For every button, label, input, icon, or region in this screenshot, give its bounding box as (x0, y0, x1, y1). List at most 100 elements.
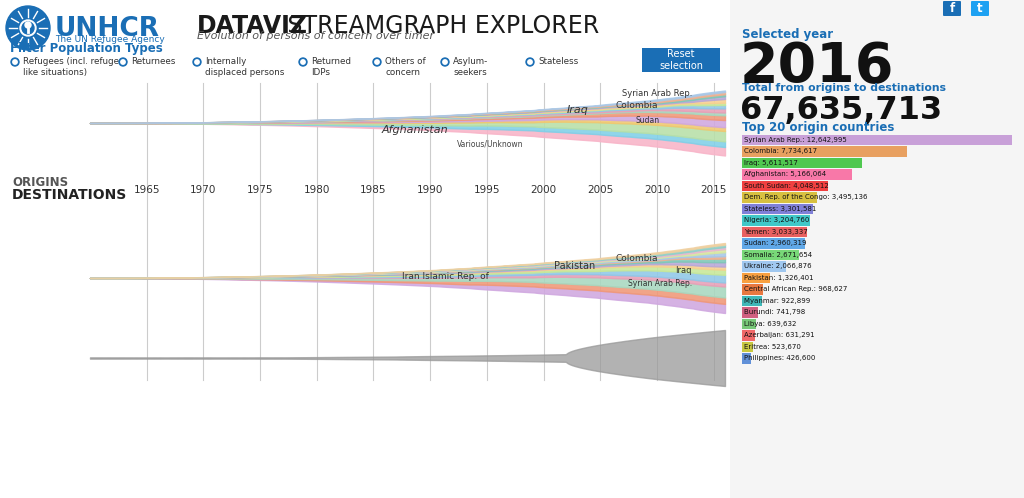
Text: Reset
selection: Reset selection (659, 49, 703, 71)
Text: Selected year: Selected year (742, 28, 834, 41)
Text: Libya: 639,632: Libya: 639,632 (744, 321, 797, 327)
Circle shape (11, 58, 19, 66)
Text: Myanmar: 922,899: Myanmar: 922,899 (744, 298, 810, 304)
Circle shape (301, 60, 305, 64)
Circle shape (299, 58, 307, 66)
Bar (742, 227, 807, 238)
Text: Colombia: Colombia (615, 101, 658, 110)
FancyBboxPatch shape (971, 1, 989, 16)
Text: Ukraine: 2,066,876: Ukraine: 2,066,876 (744, 263, 812, 269)
Text: ORIGINS: ORIGINS (12, 175, 69, 189)
Text: 2000: 2000 (530, 185, 557, 195)
Text: Philippines: 426,600: Philippines: 426,600 (744, 356, 815, 362)
Circle shape (373, 58, 381, 66)
Bar (742, 307, 758, 318)
Text: Top 20 origin countries: Top 20 origin countries (742, 121, 894, 134)
Circle shape (375, 60, 379, 64)
Circle shape (20, 20, 36, 36)
Text: 1995: 1995 (474, 185, 500, 195)
Text: Stateless: 3,301,581: Stateless: 3,301,581 (744, 206, 816, 212)
Text: Pakistan: Pakistan (554, 261, 596, 271)
Circle shape (12, 60, 17, 64)
Circle shape (441, 58, 449, 66)
Text: 2016: 2016 (740, 40, 895, 94)
Text: t: t (977, 2, 983, 15)
Text: Azerbaijan: 631,291: Azerbaijan: 631,291 (744, 333, 815, 339)
Text: Syrian Arab Rep.: Syrian Arab Rep. (622, 89, 692, 98)
Bar (742, 273, 770, 283)
Text: Others of
concern: Others of concern (385, 57, 426, 77)
Bar (742, 181, 828, 191)
Text: 2005: 2005 (587, 185, 613, 195)
Text: DESTINATIONS: DESTINATIONS (12, 188, 127, 202)
Text: 1970: 1970 (190, 185, 217, 195)
Bar (742, 239, 805, 249)
Bar (742, 146, 907, 157)
Bar (742, 192, 817, 203)
Text: STREAMGRAPH EXPLORER: STREAMGRAPH EXPLORER (280, 14, 599, 38)
Bar (742, 158, 862, 168)
Text: South Sudan: 4,048,512: South Sudan: 4,048,512 (744, 183, 828, 189)
Circle shape (193, 58, 201, 66)
Text: Syrian Arab Rep.: Syrian Arab Rep. (628, 278, 692, 287)
Bar (742, 135, 1012, 145)
Text: 2015: 2015 (700, 185, 727, 195)
Text: Colombia: 7,734,617: Colombia: 7,734,617 (744, 148, 817, 154)
Text: Total from origins to destinations: Total from origins to destinations (742, 83, 946, 93)
Bar (642, 48, 720, 72)
Circle shape (6, 6, 50, 50)
FancyBboxPatch shape (943, 1, 961, 16)
Bar (742, 261, 786, 272)
Text: 1980: 1980 (303, 185, 330, 195)
Bar (742, 250, 799, 260)
Text: Iran Islamic Rep. of: Iran Islamic Rep. of (401, 271, 488, 280)
Text: Pakistan: 1,326,401: Pakistan: 1,326,401 (744, 275, 814, 281)
Text: Refugees (incl. refugee-
like situations): Refugees (incl. refugee- like situations… (23, 57, 128, 77)
Text: 1985: 1985 (360, 185, 387, 195)
Circle shape (442, 60, 447, 64)
Text: Eritrea: 523,670: Eritrea: 523,670 (744, 344, 801, 350)
Text: Iraq: 5,611,517: Iraq: 5,611,517 (744, 160, 798, 166)
Bar (742, 319, 756, 329)
Bar (742, 204, 812, 214)
Bar (742, 330, 756, 341)
Text: Colombia: Colombia (615, 253, 658, 262)
Circle shape (195, 60, 200, 64)
Bar (742, 215, 810, 226)
Circle shape (25, 22, 31, 28)
Text: Filter Population Types: Filter Population Types (10, 42, 163, 55)
Text: Returnees: Returnees (131, 57, 175, 66)
Text: Sudan: 2,960,319: Sudan: 2,960,319 (744, 241, 807, 247)
Text: Asylum-
seekers: Asylum- seekers (453, 57, 488, 77)
Text: f: f (949, 2, 954, 15)
Text: The UN Refugee Agency: The UN Refugee Agency (55, 35, 165, 44)
Text: UNHCR: UNHCR (55, 16, 160, 42)
Text: Somalia: 2,671,654: Somalia: 2,671,654 (744, 252, 812, 258)
Text: Dem. Rep. of the Congo: 3,495,136: Dem. Rep. of the Congo: 3,495,136 (744, 194, 867, 201)
Text: Afghanistan: 5,166,064: Afghanistan: 5,166,064 (744, 171, 826, 177)
Circle shape (527, 60, 532, 64)
Text: Yemen: 3,033,337: Yemen: 3,033,337 (744, 229, 808, 235)
Bar (742, 296, 762, 306)
Circle shape (121, 60, 125, 64)
Text: 1990: 1990 (417, 185, 443, 195)
Circle shape (526, 58, 534, 66)
Circle shape (119, 58, 127, 66)
Text: 1965: 1965 (133, 185, 160, 195)
Text: Sudan: Sudan (636, 116, 660, 124)
Text: Burundi: 741,798: Burundi: 741,798 (744, 309, 805, 315)
Text: Internally
displaced persons: Internally displaced persons (205, 57, 285, 77)
Text: 2010: 2010 (644, 185, 670, 195)
Text: Evolution of persons of concern over timer: Evolution of persons of concern over tim… (197, 31, 434, 41)
Bar (742, 284, 763, 295)
Text: Central African Rep.: 968,627: Central African Rep.: 968,627 (744, 286, 848, 292)
Text: Iraq: Iraq (676, 265, 692, 274)
Text: Syrian Arab Rep.: 12,642,995: Syrian Arab Rep.: 12,642,995 (744, 137, 847, 143)
Text: 67,635,713: 67,635,713 (740, 95, 942, 126)
Circle shape (22, 22, 34, 34)
Bar (742, 342, 754, 352)
Text: Iraq: Iraq (567, 105, 589, 115)
Text: Returned
IDPs: Returned IDPs (311, 57, 351, 77)
Bar (742, 169, 852, 180)
Bar (742, 353, 752, 364)
